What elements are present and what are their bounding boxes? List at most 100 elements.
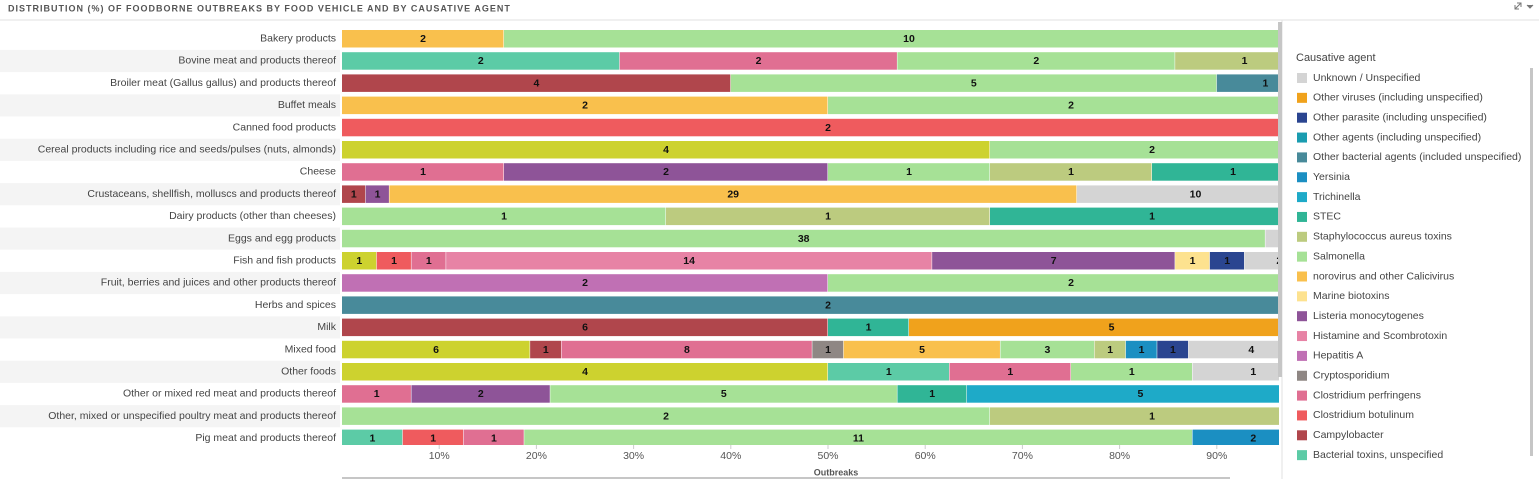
value-label: 5 xyxy=(1138,388,1144,400)
row-label: Fruit, berries and juices and other prod… xyxy=(101,277,336,289)
value-label: 1 xyxy=(426,255,432,267)
value-label: 1 xyxy=(1250,366,1256,378)
row-label: Dairy products (other than cheeses) xyxy=(169,210,336,222)
expand-icon[interactable] xyxy=(1514,2,1522,10)
value-label: 2 xyxy=(663,166,669,178)
value-label: 1 xyxy=(866,322,872,334)
bar-segment xyxy=(1175,52,1279,70)
legend-label: Yersinia xyxy=(1313,171,1350,183)
value-label: 3 xyxy=(1045,344,1051,356)
value-label: 1 xyxy=(1149,211,1155,223)
bar-segment xyxy=(342,118,1279,137)
value-label: 1 xyxy=(430,433,436,445)
value-label: 2 xyxy=(663,410,669,422)
bar-segment xyxy=(990,141,1279,159)
legend-swatch xyxy=(1297,152,1307,163)
row-label: Buffet meals xyxy=(278,99,336,111)
value-label: 38 xyxy=(798,233,810,245)
legend-swatch xyxy=(1297,311,1307,322)
legend-label: Salmonella xyxy=(1313,250,1365,262)
value-label: 1 xyxy=(543,344,549,356)
bar-segment xyxy=(828,318,909,337)
legend-label: Hepatitis A xyxy=(1313,350,1363,362)
bar-segment xyxy=(990,407,1279,425)
bar-segment xyxy=(342,340,530,359)
bar-segment xyxy=(504,30,1279,48)
bar-segment xyxy=(909,318,1279,337)
value-label: 5 xyxy=(1109,322,1115,334)
legend-scrollbar[interactable] xyxy=(1530,68,1533,456)
value-label: 1 xyxy=(1129,366,1135,378)
bar-segment xyxy=(990,163,1152,181)
menu-icon[interactable] xyxy=(1526,4,1534,9)
bar-segment xyxy=(1076,185,1279,203)
row-band xyxy=(0,94,340,117)
row-label: Milk xyxy=(317,321,336,333)
x-tick-label: 70% xyxy=(1012,450,1033,462)
bar-segment xyxy=(446,252,932,270)
value-label: 1 xyxy=(374,388,380,400)
value-label: 6 xyxy=(582,322,588,334)
chart-title: DISTRIBUTION (%) OF FOODBORNE OUTBREAKS … xyxy=(8,3,511,13)
legend-swatch xyxy=(1297,112,1307,123)
value-label: 1 xyxy=(1242,55,1248,67)
value-label: 4 xyxy=(582,366,588,378)
value-label: 1 xyxy=(1068,166,1074,178)
bar-segment xyxy=(342,96,828,115)
legend-label: norovirus and other Calicivirus xyxy=(1313,270,1454,282)
legend-label: Clostridium botulinum xyxy=(1313,409,1414,421)
value-label: 1 xyxy=(391,255,397,267)
value-label: 2 xyxy=(1149,144,1155,156)
plot-scrollbar[interactable] xyxy=(1278,22,1282,377)
value-label: 1 xyxy=(1107,344,1113,356)
value-label: 6 xyxy=(433,344,439,356)
legend-swatch xyxy=(1297,390,1307,401)
legend: Unknown / Unspecified Other viruses (incl… xyxy=(1297,72,1521,461)
value-label: 2 xyxy=(756,55,762,67)
bar-segment xyxy=(1152,163,1279,181)
value-label: 2 xyxy=(1033,55,1039,67)
bar-segment xyxy=(411,252,446,270)
row-band xyxy=(0,405,340,428)
bar-segment xyxy=(1192,429,1279,445)
legend-label: Clostridium perfringens xyxy=(1313,389,1421,401)
row-label: Cereal products including rice and seeds… xyxy=(38,144,336,156)
value-label: 5 xyxy=(971,77,977,89)
legend-label: Histamine and Scombrotoxin xyxy=(1313,330,1447,342)
value-label: 1 xyxy=(501,211,507,223)
value-label: 7 xyxy=(1051,255,1057,267)
legend-label: Staphylococcus aureus toxins xyxy=(1313,231,1452,243)
bar-segment xyxy=(389,185,1077,203)
legend-label: Trichinella xyxy=(1313,191,1361,203)
bar-segment xyxy=(1244,252,1279,270)
bar-segment xyxy=(1125,340,1157,359)
row-band xyxy=(0,227,340,250)
value-label: 14 xyxy=(683,255,695,267)
bar-segment xyxy=(342,185,366,203)
legend-swatch xyxy=(1297,172,1307,183)
value-label: 1 xyxy=(906,166,912,178)
row-label: Other, mixed or unspecified poultry meat… xyxy=(48,410,336,422)
bar-segment xyxy=(949,363,1071,381)
legend-swatch xyxy=(1297,251,1307,262)
legend-label: Campylobacter xyxy=(1313,429,1384,441)
x-tick-label: 30% xyxy=(623,450,644,462)
bar-segment xyxy=(342,274,828,292)
bar-segment xyxy=(561,340,812,359)
legend-swatch xyxy=(1297,430,1307,441)
toolbar-icons[interactable] xyxy=(1514,2,1534,10)
row-label: Canned food products xyxy=(233,121,336,133)
row-label: Cheese xyxy=(300,166,336,178)
row-label: Mixed food xyxy=(285,343,337,355)
bar-segment xyxy=(342,229,1265,248)
value-label: 1 xyxy=(1190,255,1196,267)
value-label: 2 xyxy=(1287,233,1293,245)
bar-segment xyxy=(1000,340,1095,359)
value-label: 2 xyxy=(420,33,426,45)
h-scrollbar[interactable] xyxy=(342,477,1230,479)
rows: Bakery products Bovine meat and products … xyxy=(0,33,340,444)
legend-label: Listeria monocytogenes xyxy=(1313,310,1424,322)
row-band xyxy=(0,138,340,161)
legend-label: Bacterial toxins, unspecified xyxy=(1313,449,1443,461)
row-label: Bovine meat and products thereof xyxy=(178,55,336,67)
